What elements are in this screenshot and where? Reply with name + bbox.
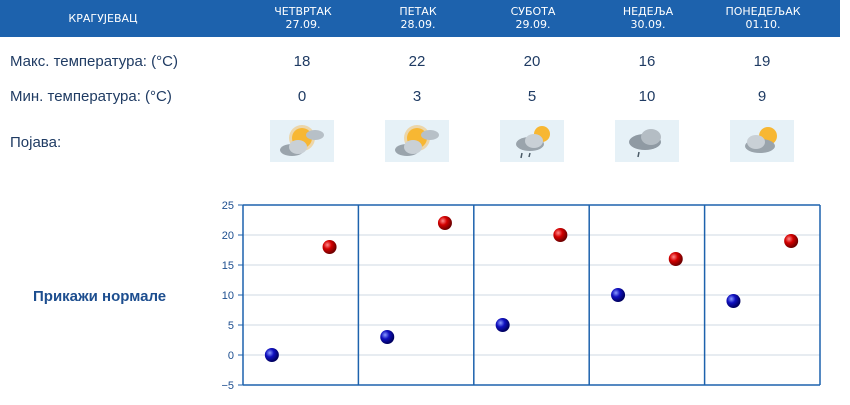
day-header-3: СУБОТА 29.09.: [475, 0, 591, 37]
day-name: ПЕТАК: [399, 5, 437, 18]
day-header-5: ПОНЕДЕЉАК 01.10.: [705, 0, 821, 37]
temperature-chart: 25 20 15 10 5 0 −5: [221, 200, 821, 392]
max-temp-point: [322, 240, 337, 254]
min-temp-point: [380, 330, 395, 344]
min-temp-point: [611, 288, 626, 302]
partly-sunny-icon: [385, 120, 449, 162]
min-temp-value: 10: [638, 88, 656, 105]
min-temp-point: [264, 348, 279, 362]
forecast-header: КРАГУЈЕВАЦ ЧЕТВРТАК 27.09. ПЕТАК 28.09. …: [0, 0, 840, 37]
min-temp-value: 3: [412, 88, 422, 105]
max-temp-value: 19: [753, 53, 771, 70]
min-temp-value: 9: [757, 88, 767, 105]
day-date: 29.09.: [515, 18, 551, 31]
max-temp-point: [668, 252, 683, 266]
day-name: ПОНЕДЕЉАК: [725, 5, 801, 18]
day-header-4: НЕДЕЉА 30.09.: [590, 0, 706, 37]
max-temp-point: [553, 228, 568, 242]
sun-cloud-drizzle-icon: [500, 120, 564, 162]
min-temp-value: 0: [297, 88, 307, 105]
max-temp-point: [437, 216, 452, 230]
day-name: НЕДЕЉА: [622, 5, 674, 18]
min-temp-label: Мин. температура: (°C): [10, 88, 172, 105]
y-tick-label: 25: [222, 200, 234, 212]
min-temp-point: [726, 294, 741, 308]
min-temp-point: [495, 318, 510, 332]
phenomenon-label: Појава:: [10, 134, 62, 151]
show-normals-link[interactable]: Прикажи нормале: [33, 288, 167, 305]
y-tick-label: 10: [222, 290, 234, 302]
y-tick-label: 0: [228, 350, 234, 362]
day-header-1: ЧЕТВРТАК 27.09.: [245, 0, 361, 37]
day-name: ЧЕТВРТАК: [274, 5, 332, 18]
day-header-2: ПЕТАК 28.09.: [360, 0, 476, 37]
max-temp-point: [784, 234, 799, 248]
cloud-drizzle-icon: [615, 120, 679, 162]
day-date: 27.09.: [285, 18, 321, 31]
city-name: КРАГУЈЕВАЦ: [68, 12, 138, 25]
cloud-sun-icon: [730, 120, 794, 162]
day-date: 28.09.: [400, 18, 436, 31]
max-temp-label: Макс. температура: (°C): [10, 53, 178, 70]
max-temp-value: 18: [293, 53, 311, 70]
day-date: 01.10.: [745, 18, 781, 31]
day-name: СУБОТА: [510, 5, 556, 18]
y-tick-label: 20: [222, 230, 234, 242]
day-date: 30.09.: [630, 18, 666, 31]
max-temp-value: 22: [408, 53, 426, 70]
min-temp-value: 5: [527, 88, 537, 105]
partly-sunny-icon: [270, 120, 334, 162]
max-temp-value: 16: [638, 53, 656, 70]
y-tick-label: 15: [222, 260, 234, 272]
max-temp-value: 20: [523, 53, 541, 70]
y-tick-label: 5: [228, 320, 234, 332]
y-tick-label: −5: [221, 380, 234, 392]
